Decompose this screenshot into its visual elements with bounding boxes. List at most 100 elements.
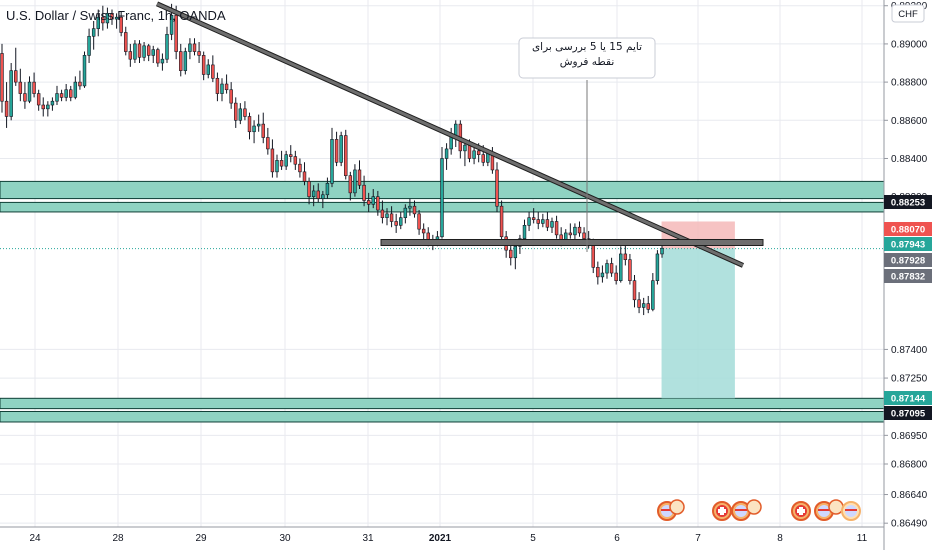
short-position-target-zone[interactable] bbox=[661, 248, 735, 399]
candle-body-105 bbox=[481, 154, 485, 163]
candle-body-114 bbox=[522, 225, 527, 239]
currency-badge[interactable] bbox=[891, 4, 925, 23]
candle-body-50 bbox=[229, 89, 233, 104]
time-tick-label-3: 30 bbox=[279, 533, 291, 544]
candle-body-38 bbox=[174, 14, 178, 52]
candle-26 bbox=[119, 11, 123, 37]
price-tick-label-1: 0.89000 bbox=[891, 39, 928, 50]
candle-135 bbox=[619, 246, 623, 283]
candle-44 bbox=[201, 51, 206, 81]
candle-97 bbox=[444, 143, 449, 170]
candle-19 bbox=[87, 28, 91, 64]
candle-body-53 bbox=[243, 108, 247, 117]
candle-body-6 bbox=[27, 81, 32, 102]
support-resistance-zone-3[interactable] bbox=[0, 410, 885, 423]
candle-77 bbox=[353, 164, 357, 197]
chart-title: U.S. Dollar / Swiss Franc, 1h, OANDA bbox=[6, 8, 226, 23]
candle-body-8 bbox=[36, 93, 41, 106]
candle-4 bbox=[18, 68, 23, 102]
candle-35 bbox=[160, 53, 165, 71]
candle-body-30 bbox=[137, 43, 142, 58]
candle-body-130 bbox=[596, 267, 600, 278]
candle-body-52 bbox=[238, 108, 243, 121]
candle-body-45 bbox=[206, 64, 210, 75]
candle-body-140 bbox=[641, 303, 646, 308]
candle-55 bbox=[252, 120, 256, 144]
candle-body-72 bbox=[330, 139, 334, 184]
candle-39 bbox=[179, 43, 183, 77]
candle-body-82 bbox=[376, 196, 380, 211]
candle-body-67 bbox=[307, 181, 311, 197]
candle-70 bbox=[321, 190, 325, 209]
candle-65 bbox=[298, 158, 302, 178]
time-tick-label-0: 24 bbox=[29, 533, 41, 544]
candle-73 bbox=[334, 131, 339, 167]
descending-trendline[interactable] bbox=[156, 2, 744, 267]
candle-28 bbox=[128, 43, 133, 67]
annotation-callout-box[interactable] bbox=[518, 37, 656, 79]
candle-body-42 bbox=[192, 43, 197, 52]
candle-90 bbox=[412, 200, 417, 218]
candle-85 bbox=[389, 206, 394, 228]
price-tick-label-8: 0.86950 bbox=[891, 431, 928, 442]
candle-47 bbox=[215, 72, 220, 102]
candle-body-121 bbox=[554, 221, 559, 236]
annotation-layer[interactable]: تایم 15 یا 5 بررسی برای نقطه فروش bbox=[518, 37, 656, 252]
candle-body-0 bbox=[0, 53, 4, 102]
candle-87 bbox=[399, 211, 403, 230]
candle-10 bbox=[46, 101, 50, 117]
candle-body-119 bbox=[545, 219, 550, 228]
price-tag-bg-4 bbox=[884, 269, 932, 283]
price-tag-label-0: 0.88253 bbox=[891, 198, 925, 209]
candle-body-87 bbox=[399, 217, 403, 226]
candle-body-118 bbox=[541, 219, 545, 224]
candle-body-66 bbox=[302, 171, 307, 182]
candle-body-134 bbox=[614, 272, 618, 281]
event-icon-us-3[interactable] bbox=[731, 501, 751, 521]
candle-body-120 bbox=[550, 221, 554, 228]
candle-67 bbox=[307, 177, 311, 205]
price-tag-bg-2 bbox=[884, 237, 932, 251]
candle-130 bbox=[596, 261, 600, 285]
candle-112 bbox=[513, 242, 518, 270]
lines-layer[interactable] bbox=[155, 1, 764, 268]
candle-118 bbox=[541, 213, 545, 228]
price-tag-bg-5 bbox=[884, 391, 932, 405]
event-icon-us-7[interactable] bbox=[841, 501, 861, 521]
candle-body-41 bbox=[188, 43, 192, 52]
annotation-callout-fo: تایم 15 یا 5 بررسی برای نقطه فروش bbox=[532, 41, 642, 68]
event-icon-ch-1[interactable] bbox=[712, 501, 732, 521]
time-tick-label-6: 5 bbox=[530, 533, 536, 544]
time-tick-label-8: 7 bbox=[695, 533, 701, 544]
candle-body-143 bbox=[655, 253, 660, 281]
candle-116 bbox=[531, 208, 536, 224]
support-resistance-zone-2[interactable] bbox=[0, 397, 885, 410]
event-icon-us-6[interactable] bbox=[828, 499, 844, 515]
candle-body-47 bbox=[215, 77, 220, 94]
event-icon-ch-2[interactable] bbox=[791, 501, 811, 521]
price-tag-label-1: 0.88070 bbox=[891, 225, 925, 236]
candle-body-142 bbox=[651, 280, 655, 310]
candle-68 bbox=[311, 185, 316, 207]
candle-96 bbox=[440, 147, 444, 239]
candle-body-137 bbox=[628, 259, 632, 281]
candle-121 bbox=[554, 215, 559, 239]
candle-133 bbox=[609, 257, 614, 277]
price-tag-bg-3 bbox=[884, 253, 932, 267]
horizontal-support-line[interactable] bbox=[380, 238, 764, 246]
candle-body-14 bbox=[64, 89, 68, 98]
candle-body-108 bbox=[495, 169, 499, 207]
candle-body-75 bbox=[344, 135, 348, 176]
candle-88 bbox=[403, 204, 408, 224]
event-icon-us-4[interactable] bbox=[746, 499, 762, 515]
candle-body-37 bbox=[169, 14, 174, 35]
candle-body-116 bbox=[531, 217, 536, 220]
candle-body-23 bbox=[105, 13, 110, 24]
candle-142 bbox=[651, 273, 655, 312]
candle-body-117 bbox=[536, 219, 540, 224]
event-icon-us-2[interactable] bbox=[669, 499, 685, 515]
candle-body-103 bbox=[472, 150, 476, 159]
chart-header: U.S. Dollar / Swiss Franc, 1h, OANDA CHF bbox=[6, 4, 925, 23]
event-icons[interactable] bbox=[657, 499, 861, 521]
